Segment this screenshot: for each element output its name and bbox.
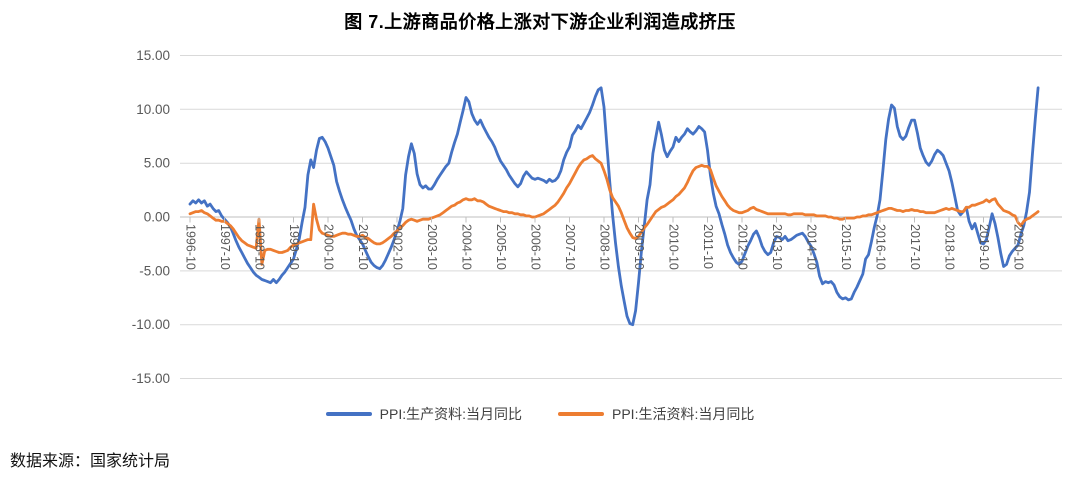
legend-label-consumer-goods: PPI:生活资料:当月同比 bbox=[612, 406, 755, 422]
legend-label-producer-goods: PPI:生产资料:当月同比 bbox=[379, 406, 522, 422]
x-axis-tick-label: 2007-10 bbox=[563, 224, 577, 270]
y-axis-tick-label: -10.00 bbox=[132, 317, 170, 332]
x-axis-tick-label: 2009-10 bbox=[632, 224, 646, 270]
y-axis-tick-label: 15.00 bbox=[136, 48, 170, 63]
chart-title: 图 7.上游商品价格上涨对下游企业利润造成挤压 bbox=[344, 12, 736, 32]
x-axis-tick-label: 2001-10 bbox=[356, 224, 370, 270]
x-axis-tick-label: 2008-10 bbox=[598, 224, 612, 270]
x-axis-tick-label: 2016-10 bbox=[874, 224, 888, 270]
y-axis-tick-label: -5.00 bbox=[139, 263, 170, 278]
legend-swatch-producer-goods-line bbox=[325, 412, 372, 416]
y-axis-tick-label: 10.00 bbox=[136, 102, 170, 117]
x-axis-tick-label: 1997-10 bbox=[218, 224, 232, 270]
x-axis-tick-label: 2018-10 bbox=[943, 224, 957, 270]
y-axis-tick-label: 5.00 bbox=[144, 156, 170, 171]
legend-item-producer-goods: PPI:生产资料:当月同比 bbox=[325, 404, 522, 424]
legend-swatch-consumer-goods-line bbox=[558, 412, 604, 416]
x-axis-tick-label: 2020-10 bbox=[1012, 224, 1026, 270]
series-line-consumer-goods bbox=[188, 154, 1040, 266]
x-axis-tick-label: 2015-10 bbox=[839, 224, 853, 270]
x-axis-tick-label: 1998-10 bbox=[253, 224, 267, 270]
x-axis-tick-label: 2000-10 bbox=[322, 224, 336, 270]
x-axis-tick-label: 2013-10 bbox=[770, 224, 784, 270]
x-axis-tick-label: 2004-10 bbox=[460, 224, 474, 270]
x-axis-tick-label: 2011-10 bbox=[701, 224, 715, 269]
x-axis-tick-label: 2014-10 bbox=[805, 224, 819, 270]
line-chart-canvas: 15.00 10.00 5.00 0.00 -5.00 -10.00 -15.00 1996-… bbox=[132, 48, 1062, 386]
x-axis-tick-label: 2003-10 bbox=[425, 224, 439, 270]
series-line-producer-goods bbox=[188, 86, 1040, 327]
x-axis-tick-label: 2010-10 bbox=[667, 224, 681, 270]
chart-legend: PPI:生产资料:当月同比 PPI:生活资料:当月同比 bbox=[0, 404, 1080, 424]
x-axis-tick-label: 1996-10 bbox=[184, 224, 198, 270]
x-axis-tick-label: 2002-10 bbox=[391, 224, 405, 270]
x-axis-tick-label: 2019-10 bbox=[977, 224, 991, 270]
data-source-note: 数据来源：国家统计局 bbox=[10, 451, 171, 470]
legend-item-consumer-goods: PPI:生活资料:当月同比 bbox=[558, 404, 754, 424]
x-axis-tick-label: 2017-10 bbox=[908, 224, 922, 270]
x-axis-tick-label: 1999-10 bbox=[287, 224, 301, 270]
x-axis-tick-label: 2006-10 bbox=[529, 224, 543, 270]
x-axis-tick-label: 2012-10 bbox=[736, 224, 750, 270]
y-axis-tick-label: 0.00 bbox=[144, 210, 170, 225]
x-axis-tick-label: 2005-10 bbox=[494, 224, 508, 270]
y-axis-tick-label: -15.00 bbox=[132, 371, 170, 386]
